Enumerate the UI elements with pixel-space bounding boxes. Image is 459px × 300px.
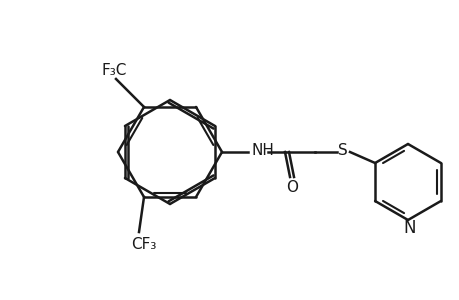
Text: F₃C: F₃C	[101, 64, 126, 79]
Text: O: O	[285, 179, 297, 194]
Text: CF₃: CF₃	[131, 236, 157, 251]
Text: N: N	[403, 219, 415, 237]
Text: S: S	[337, 142, 347, 158]
Text: NH: NH	[252, 142, 274, 158]
